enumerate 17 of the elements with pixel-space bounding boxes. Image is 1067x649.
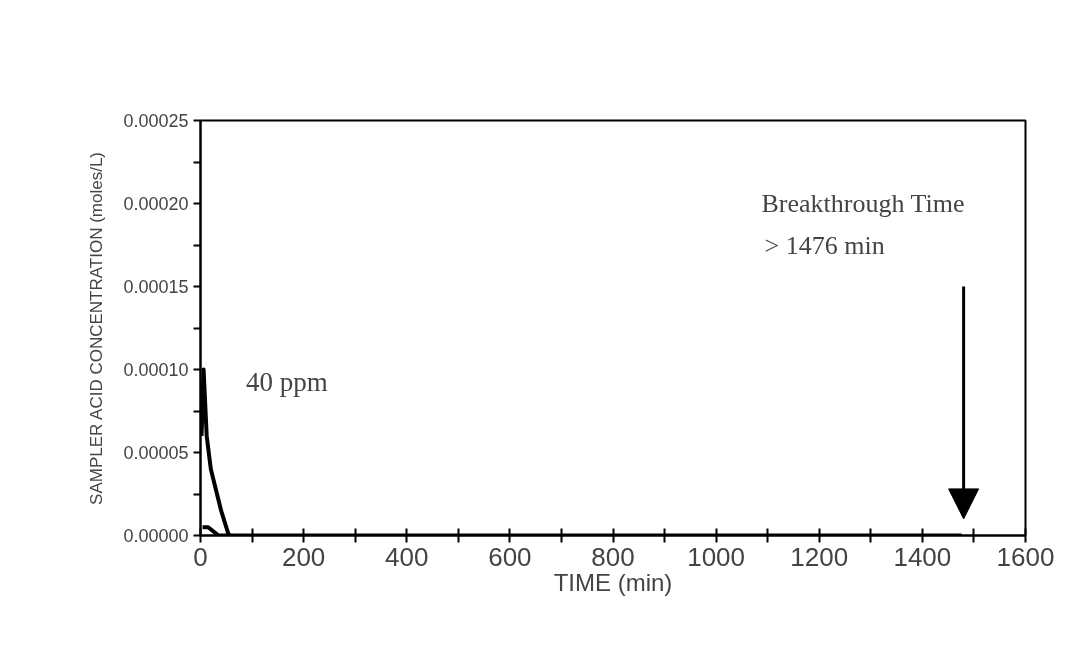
y-tick-label: 0.00015 xyxy=(123,277,189,297)
x-tick-label: 1400 xyxy=(893,541,952,572)
y-tick-label: 0.00020 xyxy=(123,194,189,214)
annotation: Breakthrough Time > 1476 min xyxy=(761,189,965,260)
y-tick-label: 0.00025 xyxy=(123,111,189,131)
x-tick-label: 1200 xyxy=(790,541,849,572)
x-tick-label: 0 xyxy=(193,541,208,572)
x-tick-label: 1000 xyxy=(687,541,746,572)
y-axis-title: SAMPLER ACID CONCENTRATION (moles/L) xyxy=(87,151,107,505)
x-tick-label: 200 xyxy=(281,541,326,572)
x-tick-label: 600 xyxy=(488,541,532,572)
x-tick-label: 400 xyxy=(385,541,429,572)
annotation: 40 ppm xyxy=(245,366,328,397)
y-tick-label: 0.00010 xyxy=(123,360,189,380)
y-tick-label: 0.00005 xyxy=(123,443,189,463)
y-tick-label: 0.00000 xyxy=(123,526,189,546)
x-tick-label: 1600 xyxy=(996,541,1055,572)
